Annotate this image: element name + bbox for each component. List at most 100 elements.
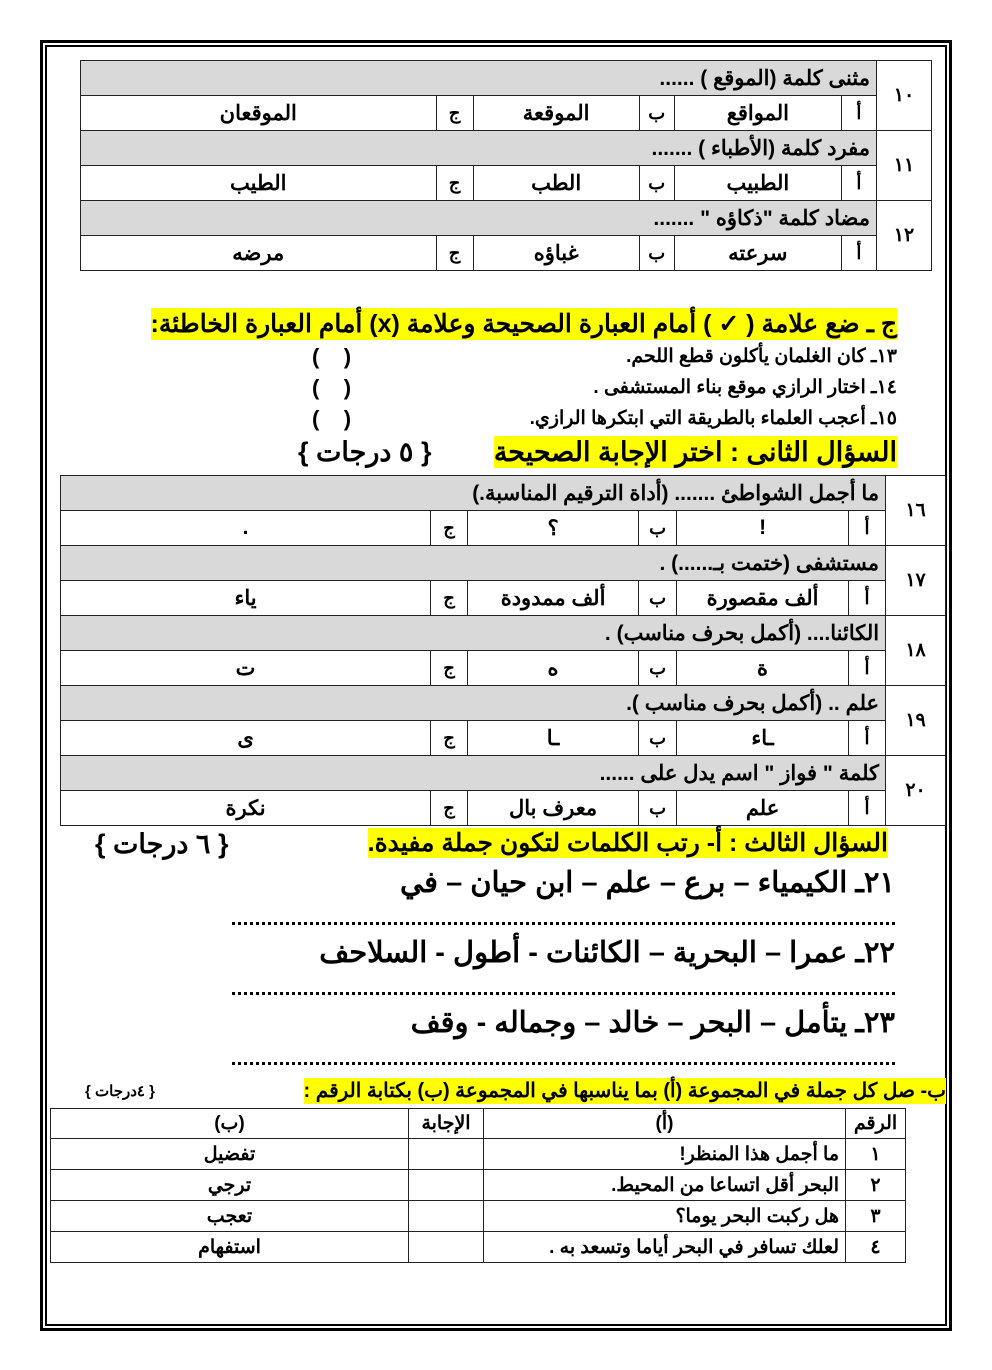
- answer-cell[interactable]: [408, 1200, 484, 1232]
- option-letter: أ: [840, 95, 877, 131]
- option-choice[interactable]: ـاء: [676, 720, 850, 756]
- option-choice[interactable]: سرعته: [673, 235, 842, 271]
- column-header: (ب): [50, 1108, 409, 1139]
- q3-heading: السؤال الثالث : أ- رتب الكلمات لتكون جمل…: [367, 828, 888, 858]
- option-choice[interactable]: المواقع: [673, 95, 842, 131]
- matching-header-row: الرقم (أ) الإجابة (ب): [50, 1108, 906, 1139]
- options-row: أ سرعته ب غباؤه ج مرضه: [80, 235, 932, 271]
- true-false-heading: ج ـ ضع علامة ( ✓ ) أمام العبارة الصحيحة …: [150, 308, 897, 340]
- option-choice[interactable]: الطب: [472, 165, 640, 201]
- question-text: كلمة " فواز " اسم يدل على ......: [59, 755, 887, 791]
- question-number: ٢٠: [885, 755, 947, 826]
- option-choice[interactable]: معرف بال: [467, 790, 640, 826]
- question-text: مستشفى (ختمت بـ......) .: [59, 545, 887, 581]
- option-letter: ب: [638, 720, 678, 756]
- option-letter: أ: [840, 235, 877, 271]
- question-row: ١٦ ما أجمل الشواطئ ....... (أداة الترقيم …: [59, 475, 947, 546]
- option-choice[interactable]: ـا: [467, 720, 640, 756]
- option-choice[interactable]: ة: [676, 650, 850, 686]
- option-choice[interactable]: ت: [59, 650, 432, 686]
- question-row: ١٨ الكائنا.... (أكمل بحرف مناسب) .: [59, 615, 947, 686]
- question-row: ١٧ مستشفى (ختمت بـ......) .: [59, 545, 947, 616]
- option-letter: أ: [848, 790, 887, 826]
- answer-cell[interactable]: [408, 1231, 484, 1263]
- true-false-statement: ١٤ـ اختار الرازي موقع بناء المستشفى .: [593, 377, 897, 398]
- true-false-statement: ١٥ـ أعجب العلماء بالطريقة التي ابتكرها ا…: [529, 408, 897, 429]
- option-letter: ج: [430, 720, 469, 756]
- row-number: ٤: [845, 1231, 906, 1263]
- option-choice[interactable]: غباؤه: [472, 235, 640, 271]
- option-letter: أ: [848, 650, 887, 686]
- question-row: ١٢ مضاد كلمة "ذكاؤه " .......: [80, 200, 933, 271]
- matching-table: الرقم (أ) الإجابة (ب) ١ ما أجمل هذا المنظر! تف…: [50, 1108, 906, 1263]
- option-choice[interactable]: الموقعة: [472, 95, 640, 131]
- matching-marks: { ٤درجات }: [85, 1083, 155, 1100]
- option-choice[interactable]: الطبيب: [673, 165, 842, 201]
- question-row: ١١ مفرد كلمة (الأطباء ) .......: [80, 130, 933, 201]
- options-row: أ ـاء ب ـا ج ى: [59, 720, 946, 756]
- option-choice[interactable]: ألف ممدودة: [467, 580, 640, 616]
- answer-cell[interactable]: [408, 1138, 484, 1170]
- question-number: ١٨: [885, 615, 947, 686]
- question-number: ١٩: [885, 685, 947, 756]
- matching-row: ٣ هل ركبت البحر يوما؟ تعجب: [50, 1200, 906, 1232]
- option-letter: ج: [435, 235, 474, 271]
- option-letter: أ: [848, 720, 887, 756]
- option-choice[interactable]: نكرة: [59, 790, 432, 826]
- question-row: ١٩ علم .. (أكمل بحرف مناسب ).: [59, 685, 947, 756]
- option-letter: ب: [638, 580, 678, 616]
- option-letter: أ: [840, 165, 877, 201]
- question-text: مثنى كلمة (الموقع ) ......: [80, 60, 877, 96]
- row-number: ٢: [845, 1169, 906, 1201]
- column-header: (أ): [483, 1108, 846, 1139]
- answer-line[interactable]: [232, 992, 895, 995]
- column-header: الإجابة: [408, 1108, 484, 1139]
- q3-marks: { ٦ درجات }: [95, 829, 229, 859]
- answer-line[interactable]: [232, 922, 895, 925]
- mcq-table-part1: ١٠ مثنى كلمة (الموقع ) ...... أ المواقع ب الم…: [80, 60, 933, 271]
- option-choice[interactable]: ى: [59, 720, 432, 756]
- question-text: مضاد كلمة "ذكاؤه " .......: [80, 200, 877, 236]
- answer-parentheses[interactable]: ( ): [312, 375, 352, 400]
- option-letter: ب: [638, 235, 675, 271]
- question-number: ١٧: [885, 545, 947, 616]
- option-choice[interactable]: ياء: [59, 580, 432, 616]
- question-text: الكائنا.... (أكمل بحرف مناسب) .: [59, 615, 887, 651]
- option-choice[interactable]: ؟: [467, 510, 640, 546]
- q2-heading: السؤال الثانى : اختر الإجابة الصحيحة: [493, 436, 897, 468]
- options-row: أ المواقع ب الموقعة ج الموقعان: [80, 95, 932, 131]
- option-choice[interactable]: مرضه: [80, 235, 437, 271]
- option-choice[interactable]: ألف مقصورة: [676, 580, 850, 616]
- question-text: مفرد كلمة (الأطباء ) .......: [80, 130, 877, 166]
- arrange-sentence: ٢٣ـ يتأمل – البحر – خالد – وجماله - وقف: [410, 1007, 895, 1039]
- option-choice[interactable]: .: [59, 510, 432, 546]
- group-b-item: تعجب: [50, 1200, 409, 1232]
- option-choice[interactable]: الطيب: [80, 165, 437, 201]
- matching-heading: ب- صل كل جملة في المجموعة (أ) بما يناسبه…: [303, 1078, 946, 1104]
- option-choice[interactable]: ه: [467, 650, 640, 686]
- answer-line[interactable]: [232, 1062, 895, 1065]
- arrange-sentence: ٢١ـ الكيمياء – برع – علم – ابن حيان – في: [399, 867, 895, 899]
- option-letter: ب: [638, 510, 678, 546]
- question-row: ١٠ مثنى كلمة (الموقع ) ......: [80, 60, 933, 131]
- answer-parentheses[interactable]: ( ): [312, 344, 352, 369]
- matching-row: ٤ لعلك تسافر في البحر أياما وتسعد به . است…: [50, 1231, 906, 1263]
- option-letter: ب: [638, 790, 678, 826]
- option-letter: أ: [848, 510, 887, 546]
- question-text: ما أجمل الشواطئ ....... (أداة الترقيم ال…: [59, 475, 887, 511]
- answer-cell[interactable]: [408, 1169, 484, 1201]
- options-row: أ! ب ؟ ج.: [59, 510, 946, 546]
- option-letter: ج: [430, 790, 469, 826]
- option-letter: ج: [435, 165, 474, 201]
- column-header: الرقم: [845, 1108, 906, 1139]
- option-letter: ب: [638, 165, 675, 201]
- row-number: ١: [845, 1138, 906, 1170]
- option-letter: ب: [638, 650, 678, 686]
- option-choice[interactable]: علم: [676, 790, 850, 826]
- answer-parentheses[interactable]: ( ): [312, 406, 352, 431]
- option-letter: ج: [430, 650, 469, 686]
- option-choice[interactable]: !: [676, 510, 850, 546]
- option-choice[interactable]: الموقعان: [80, 95, 437, 131]
- group-a-sentence: ما أجمل هذا المنظر!: [483, 1138, 846, 1170]
